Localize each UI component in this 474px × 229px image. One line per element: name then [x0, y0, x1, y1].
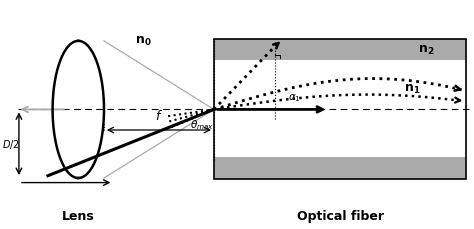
Text: $\mathbf{n_0}$: $\mathbf{n_0}$ — [136, 35, 152, 48]
Bar — [214, 39, 466, 61]
Text: $f$: $f$ — [155, 109, 163, 123]
Text: $D/2$: $D/2$ — [2, 138, 19, 150]
Bar — [214, 39, 466, 179]
Text: Optical fiber: Optical fiber — [297, 209, 383, 222]
Text: $\mathbf{n_1}$: $\mathbf{n_1}$ — [404, 83, 421, 96]
Text: $\alpha_1$: $\alpha_1$ — [288, 92, 301, 103]
Text: Lens: Lens — [62, 209, 95, 222]
Bar — [214, 158, 466, 179]
Text: $\theta_{max}$: $\theta_{max}$ — [190, 118, 214, 132]
Text: $\mathbf{n_2}$: $\mathbf{n_2}$ — [419, 43, 435, 56]
